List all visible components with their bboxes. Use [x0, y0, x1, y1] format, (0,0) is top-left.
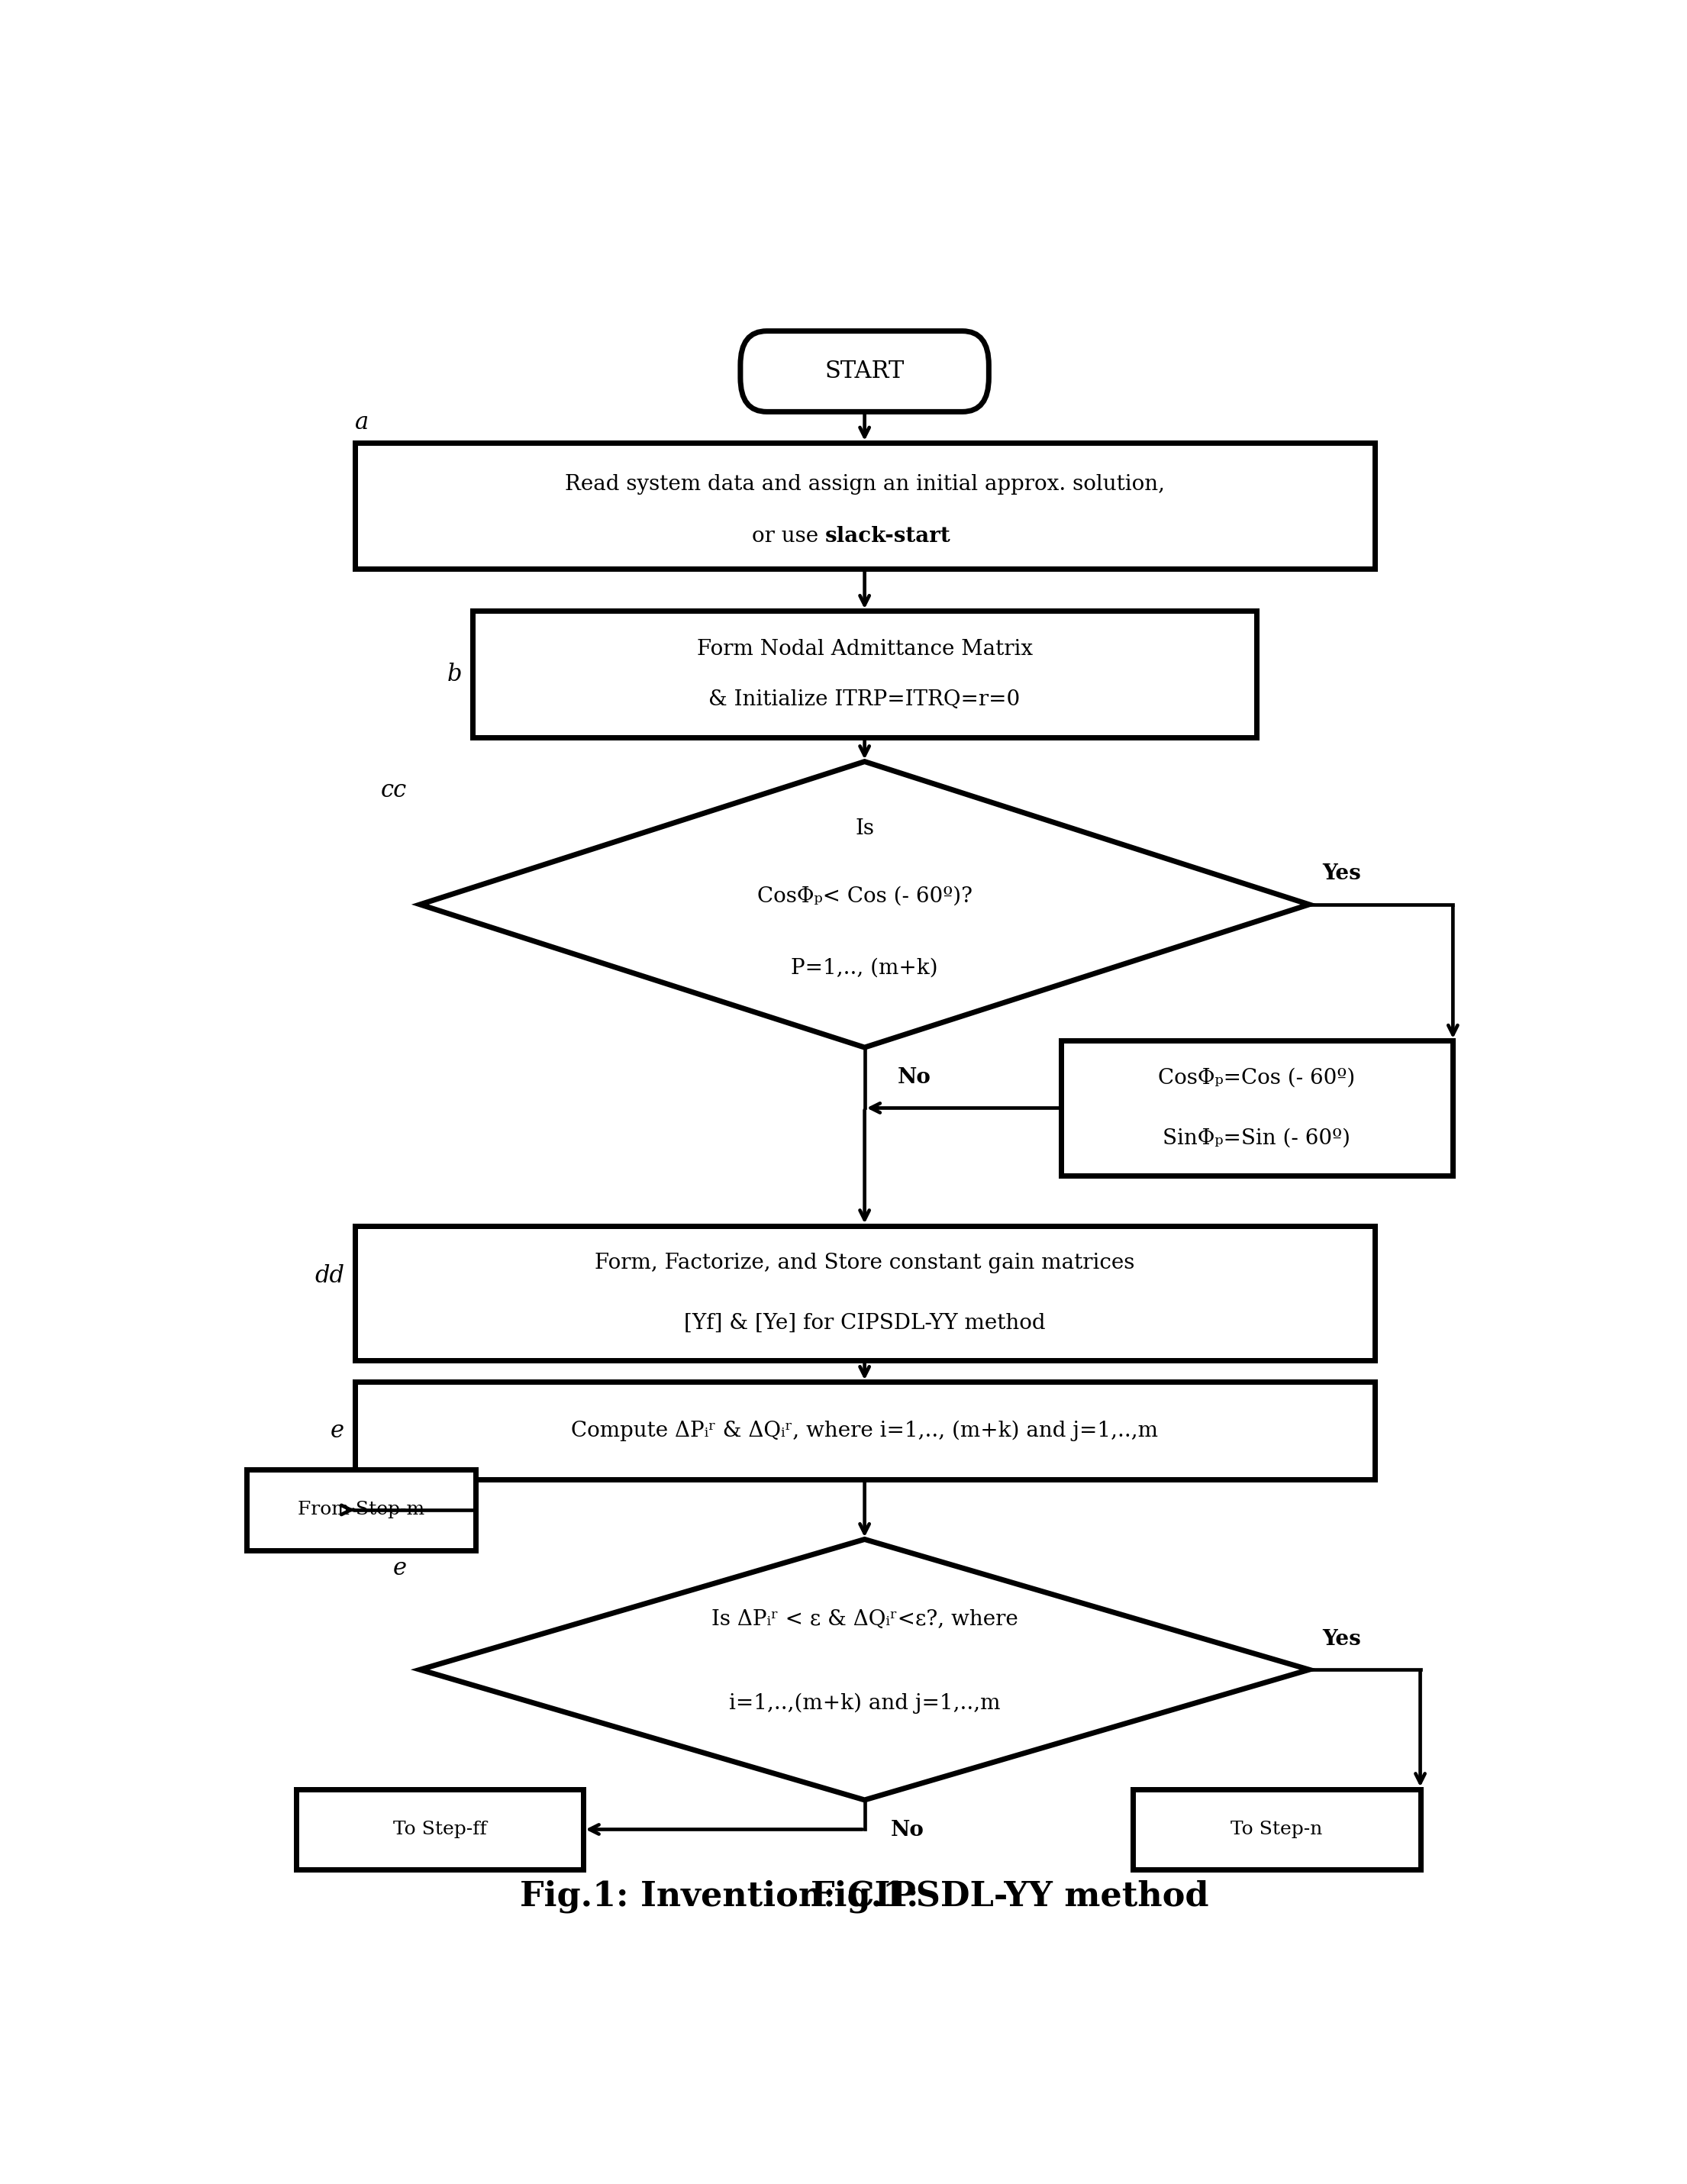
Text: To Step-ff: To Step-ff	[393, 1821, 486, 1839]
Text: SinΦₚ=Sin (- 60º): SinΦₚ=Sin (- 60º)	[1162, 1127, 1351, 1149]
Text: e: e	[393, 1557, 407, 1579]
Text: CosΦₚ=Cos (- 60º): CosΦₚ=Cos (- 60º)	[1159, 1068, 1355, 1088]
FancyBboxPatch shape	[1061, 1042, 1453, 1175]
FancyBboxPatch shape	[354, 1225, 1375, 1361]
Text: i=1,..,(m+k) and j=1,..,m: i=1,..,(m+k) and j=1,..,m	[729, 1693, 1000, 1714]
Text: slack-start: slack-start	[825, 526, 951, 546]
Text: To Step-n: To Step-n	[1230, 1821, 1323, 1839]
Text: No: No	[897, 1068, 931, 1088]
Text: Yes: Yes	[1323, 863, 1361, 885]
Text: Yes: Yes	[1323, 1629, 1361, 1649]
Text: START: START	[825, 360, 904, 382]
Text: & Initialize ITRP=ITRQ=r=0: & Initialize ITRP=ITRQ=r=0	[709, 688, 1021, 710]
Text: a: a	[354, 411, 368, 435]
Text: e: e	[331, 1420, 344, 1444]
Text: Fig.1:: Fig.1:	[810, 1880, 919, 1913]
FancyBboxPatch shape	[741, 332, 989, 413]
FancyBboxPatch shape	[246, 1470, 476, 1551]
Text: or use: or use	[752, 526, 825, 546]
FancyBboxPatch shape	[1132, 1789, 1420, 1870]
Text: Form, Factorize, and Store constant gain matrices: Form, Factorize, and Store constant gain…	[594, 1251, 1135, 1273]
FancyBboxPatch shape	[354, 443, 1375, 570]
FancyBboxPatch shape	[295, 1789, 584, 1870]
Text: No: No	[891, 1819, 924, 1841]
Text: From Step-m: From Step-m	[299, 1500, 425, 1518]
Text: Form Nodal Admittance Matrix: Form Nodal Admittance Matrix	[697, 638, 1032, 660]
Text: Is ΔPᵢʳ < ε & ΔQᵢʳ<ε?, where: Is ΔPᵢʳ < ε & ΔQᵢʳ<ε?, where	[712, 1610, 1017, 1629]
FancyBboxPatch shape	[354, 1382, 1375, 1479]
Text: [Yf] & [Ye] for CIPSDL-YY method: [Yf] & [Ye] for CIPSDL-YY method	[683, 1313, 1046, 1334]
Text: P=1,.., (m+k): P=1,.., (m+k)	[791, 959, 938, 978]
Text: Compute ΔPᵢʳ & ΔQᵢʳ, where i=1,.., (m+k) and j=1,..,m: Compute ΔPᵢʳ & ΔQᵢʳ, where i=1,.., (m+k)…	[572, 1420, 1157, 1441]
Text: Is: Is	[855, 819, 874, 839]
Polygon shape	[420, 762, 1309, 1048]
FancyBboxPatch shape	[472, 612, 1257, 738]
Text: Fig.1: Invention: CIPSDL-YY method: Fig.1: Invention: CIPSDL-YY method	[520, 1880, 1210, 1913]
Text: CosΦₚ< Cos (- 60º)?: CosΦₚ< Cos (- 60º)?	[757, 887, 972, 906]
Polygon shape	[420, 1540, 1309, 1800]
Text: dd: dd	[314, 1265, 344, 1289]
Text: b: b	[447, 662, 462, 686]
Text: Read system data and assign an initial approx. solution,: Read system data and assign an initial a…	[565, 474, 1164, 494]
Text: cc: cc	[381, 778, 407, 802]
